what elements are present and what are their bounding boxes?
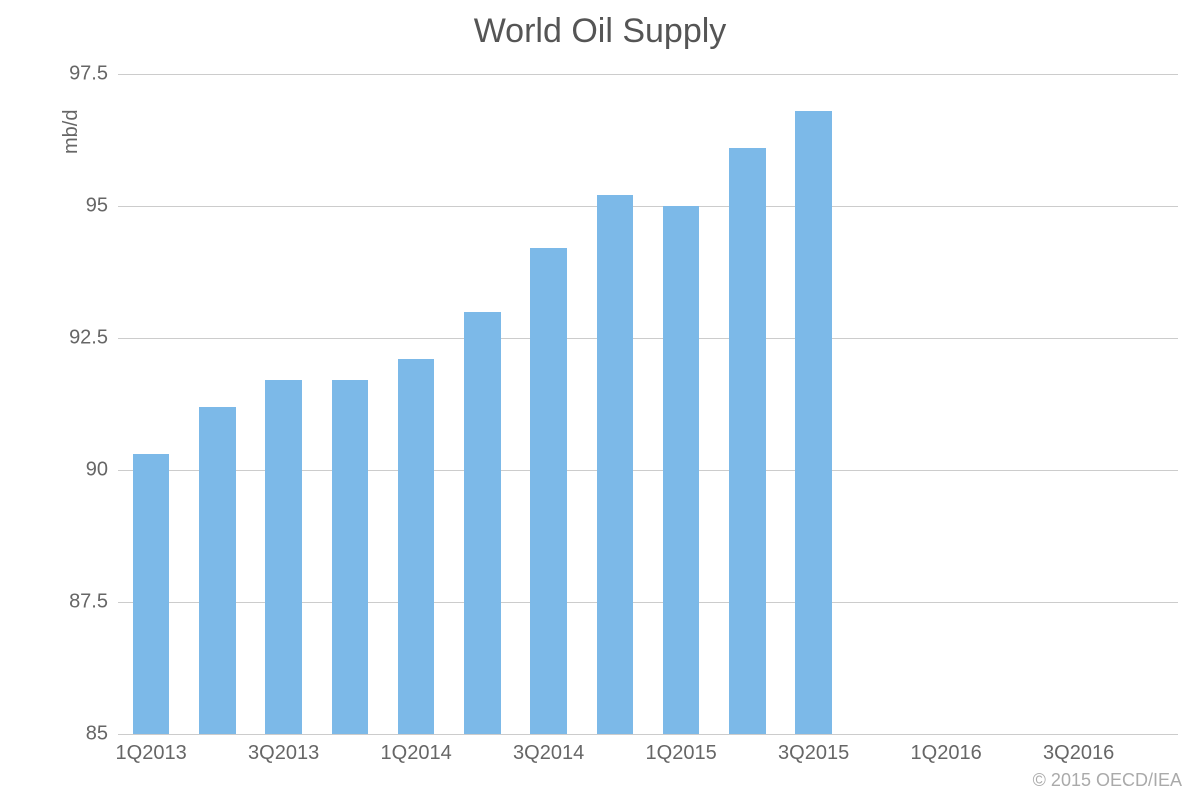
x-tick-label: 3Q2014: [513, 742, 584, 765]
bar: [795, 111, 831, 734]
x-tick-label: 1Q2016: [911, 742, 982, 765]
bar: [729, 148, 765, 734]
x-tick-label: 3Q2016: [1043, 742, 1114, 765]
bar: [398, 359, 434, 734]
y-tick-label: 85: [48, 723, 108, 746]
copyright-text: © 2015 OECD/IEA: [1033, 770, 1182, 791]
y-tick-label: 92.5: [48, 327, 108, 350]
bar: [464, 312, 500, 734]
y-tick-label: 95: [48, 195, 108, 218]
chart-container: World Oil Supply mb/d 85 87.5 90 92.5 95 97.5…: [0, 0, 1200, 800]
y-tick-label: 97.5: [48, 63, 108, 86]
plot-area: [118, 74, 1178, 734]
bar: [663, 206, 699, 734]
gridline: [118, 74, 1178, 75]
bar: [530, 248, 566, 734]
y-axis-label: mb/d: [60, 110, 83, 154]
bar: [265, 380, 301, 734]
x-tick-label: 3Q2015: [778, 742, 849, 765]
chart-title: World Oil Supply: [0, 12, 1200, 51]
x-tick-label: 1Q2015: [646, 742, 717, 765]
y-tick-label: 90: [48, 459, 108, 482]
x-tick-label: 3Q2013: [248, 742, 319, 765]
gridline: [118, 734, 1178, 735]
y-tick-label: 87.5: [48, 591, 108, 614]
bar: [332, 380, 368, 734]
gridline: [118, 338, 1178, 339]
bar: [133, 454, 169, 734]
bar: [597, 195, 633, 734]
bar: [199, 407, 235, 734]
x-tick-label: 1Q2014: [381, 742, 452, 765]
gridline: [118, 206, 1178, 207]
x-tick-label: 1Q2013: [116, 742, 187, 765]
